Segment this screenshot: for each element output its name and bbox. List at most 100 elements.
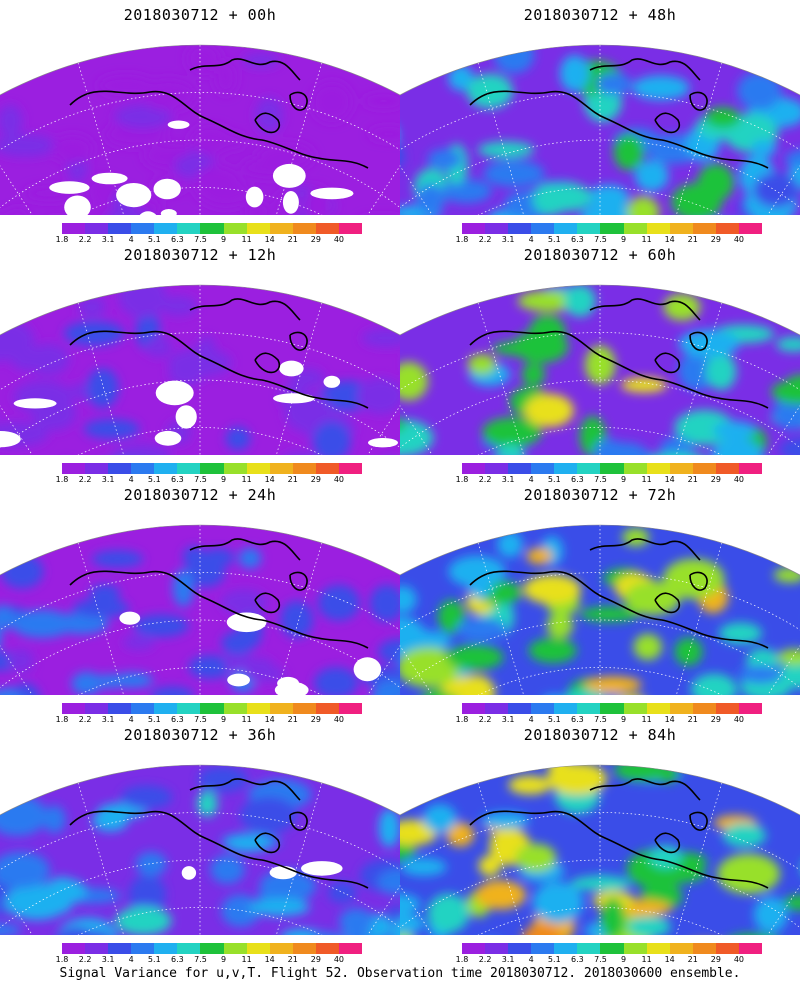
colorbar-tick-label: 7.5 [194, 235, 207, 244]
colorbar-tick-label: 4 [528, 475, 534, 484]
colorbar-labels: 1.8 2.2 3.1 4 5.1 6.3 7.5 9 11 14 21 29 40 [56, 715, 362, 725]
colorbar-tick-label: 9 [220, 475, 227, 484]
colorbar-tick-label: 1.8 [455, 235, 469, 244]
colorbar-tick-label: 4 [128, 475, 134, 484]
colorbar-tick-label: 5.1 [547, 235, 561, 244]
colorbar-swatch [715, 943, 739, 954]
colorbar-tick-label: 9 [620, 235, 627, 244]
colorbar-tick-label: 3.1 [501, 475, 515, 484]
colorbar-tick-label: 29 [310, 715, 321, 724]
colorbar-tick-label: 2.2 [78, 715, 92, 724]
colorbar-tick-label: 1.8 [55, 715, 69, 724]
colorbar-tick-label: 11 [241, 475, 252, 484]
colorbar-swatch [338, 703, 363, 714]
colorbar-tick-label: 4 [128, 715, 134, 724]
colorbar-tick-label: 9 [220, 235, 227, 244]
colorbar-tick-label: 9 [620, 715, 627, 724]
panel-title: 2018030712 + 12h [123, 246, 277, 264]
colorbar-swatch [669, 463, 693, 474]
colorbar-tick-label: 4 [528, 715, 534, 724]
colorbar-tick-label: 11 [641, 475, 652, 484]
colorbar-swatch [292, 703, 316, 714]
colorbar-swatch [108, 223, 132, 234]
colorbar-swatch [62, 943, 86, 954]
colorbar-tick-label: 5.1 [547, 715, 561, 724]
colorbar-swatch [508, 463, 532, 474]
colorbar-swatch [577, 943, 601, 954]
colorbar-tick-label: 21 [687, 715, 698, 724]
panel-title: 2018030712 + 00h [123, 6, 277, 24]
colorbar-swatch [508, 703, 532, 714]
colorbar [62, 943, 363, 954]
forecast-panel: 2018030712 + 24h 1.8 2.2 3.1 4 5.1 6.3 7.5 9 11 14… [0, 480, 400, 725]
colorbar-labels: 1.8 2.2 3.1 4 5.1 6.3 7.5 9 11 14 21 29 40 [56, 235, 362, 245]
coastline [69, 58, 369, 169]
colorbar-swatch [554, 223, 578, 234]
colorbar-tick-label: 7.5 [594, 475, 607, 484]
colorbar-swatch [108, 943, 132, 954]
colorbar-tick-label: 21 [687, 235, 698, 244]
colorbar-swatch [246, 223, 270, 234]
colorbar-swatch [623, 223, 647, 234]
colorbar-swatch [646, 943, 670, 954]
colorbar-swatch [154, 463, 178, 474]
colorbar-tick-label: 40 [333, 955, 345, 964]
colorbar-swatch [154, 703, 178, 714]
coastline [69, 778, 369, 889]
colorbar-tick-label: 14 [664, 955, 675, 964]
forecast-panel: 2018030712 + 36h 1.8 2.2 3.1 4 5.1 6.3 7.5 9 11 14… [0, 720, 400, 965]
colorbar-swatch [131, 463, 155, 474]
colorbar [462, 703, 763, 714]
colorbar-swatch [223, 943, 247, 954]
colorbar-tick-label: 4 [528, 955, 534, 964]
colorbar-tick-label: 14 [664, 715, 675, 724]
colorbar-tick-label: 40 [733, 955, 745, 964]
colorbar-swatch [200, 943, 224, 954]
colorbar-tick-label: 6.3 [171, 955, 184, 964]
coastline [69, 298, 369, 409]
colorbar-swatch [131, 223, 155, 234]
colorbar-tick-label: 7.5 [594, 955, 607, 964]
colorbar-tick-label: 29 [710, 955, 721, 964]
colorbar-swatch [646, 703, 670, 714]
colorbar-tick-label: 29 [310, 955, 321, 964]
colorbar-swatch [738, 463, 763, 474]
colorbar-tick-label: 21 [287, 715, 298, 724]
forecast-panel: 2018030712 + 84h 1.8 2.2 3.1 4 5.1 6.3 7.5 9 11 14… [400, 720, 800, 965]
panel-title: 2018030712 + 72h [523, 486, 677, 504]
colorbar-swatch [177, 223, 201, 234]
forecast-panel: 2018030712 + 12h 1.8 2.2 3.1 4 5.1 6.3 7.5 9 11 14… [0, 240, 400, 485]
colorbar-swatch [85, 223, 109, 234]
colorbar-tick-label: 5.1 [147, 235, 161, 244]
colorbar-swatch [462, 943, 486, 954]
colorbar-swatch [485, 463, 509, 474]
colorbar-tick-label: 9 [220, 955, 227, 964]
colorbar-tick-label: 29 [710, 475, 721, 484]
colorbar-tick-label: 1.8 [55, 475, 69, 484]
figure-caption: Signal Variance for u,v,T. Flight 52. Ob… [59, 966, 741, 981]
colorbar-tick-label: 29 [310, 475, 321, 484]
coastline [69, 538, 369, 649]
colorbar-tick-label: 2.2 [78, 955, 92, 964]
colorbar-tick-label: 29 [710, 235, 721, 244]
colorbar-swatch [246, 943, 270, 954]
colorbar-swatch [269, 703, 293, 714]
colorbar-swatch [646, 463, 670, 474]
colorbar-tick-label: 21 [287, 955, 298, 964]
colorbar-swatch [554, 943, 578, 954]
colorbar-swatch [200, 223, 224, 234]
variance-map [400, 284, 800, 455]
colorbar-swatch [738, 223, 763, 234]
colorbar-swatch [315, 703, 339, 714]
forecast-panel: 2018030712 + 72h 1.8 2.2 3.1 4 5.1 6.3 7.5 9 11 14… [400, 480, 800, 725]
colorbar-swatch [715, 463, 739, 474]
colorbar-tick-label: 6.3 [571, 475, 584, 484]
colorbar-tick-label: 21 [687, 475, 698, 484]
colorbar-tick-label: 7.5 [594, 235, 607, 244]
colorbar-tick-label: 5.1 [147, 955, 161, 964]
colorbar-tick-label: 6.3 [171, 235, 184, 244]
colorbar-tick-label: 6.3 [171, 715, 184, 724]
colorbar-swatch [338, 463, 363, 474]
colorbar-tick-label: 11 [641, 235, 652, 244]
colorbar-swatch [292, 463, 316, 474]
